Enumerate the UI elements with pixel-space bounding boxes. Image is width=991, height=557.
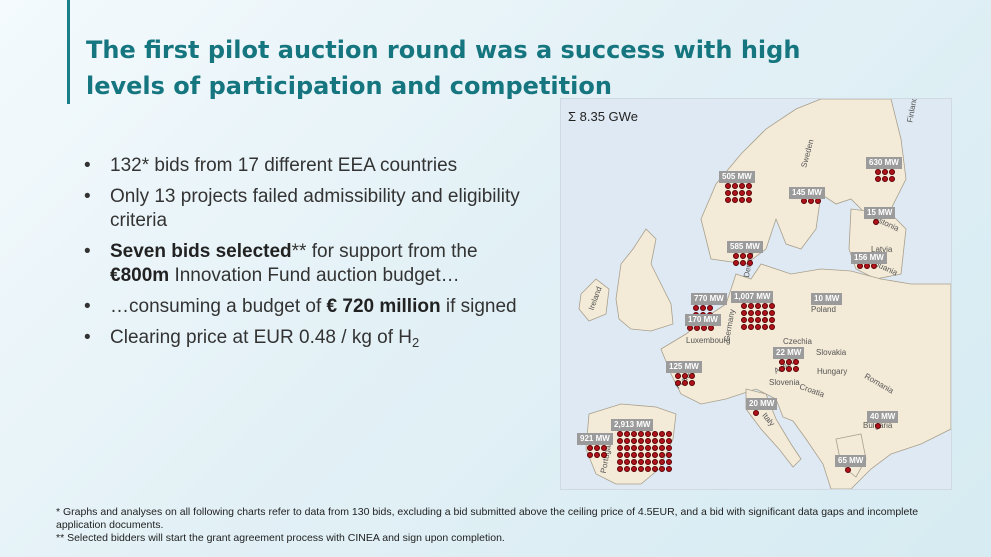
country-label-hungary: Hungary	[817, 367, 848, 376]
bullet-bold: € 720 million	[326, 296, 441, 317]
subscript: 2	[412, 335, 420, 350]
dots-estonia	[873, 219, 879, 225]
capacity-label-portugal: 921 MW	[577, 433, 613, 445]
capacity-label-belgium: 170 MW	[685, 314, 721, 326]
country-label-latvia: Latvia	[871, 245, 893, 254]
bullet-text: ** for support from the	[291, 241, 478, 262]
dots-denmark	[733, 253, 753, 266]
country-label-czechia: Czechia	[783, 337, 812, 346]
capacity-label-spain: 2,913 MW	[611, 419, 654, 431]
capacity-label-poland: 10 MW	[811, 293, 843, 305]
bullet-list: 132* bids from 17 different EEA countrie…	[84, 154, 534, 362]
slide-title: The first pilot auction round was a succ…	[86, 36, 801, 100]
capacity-label-netherlands: 770 MW	[691, 293, 727, 305]
dots-germany	[741, 303, 775, 330]
title-accent-line	[67, 0, 70, 104]
capacity-label-france: 125 MW	[666, 361, 702, 373]
dots-bulgaria	[875, 423, 881, 429]
europe-map: Σ 8.35 GWe Finland Sweden Estonia Latvia…	[560, 98, 952, 490]
country-label-slovenia: Slovenia	[769, 378, 800, 387]
bullet-item: Seven bids selected** for support from t…	[84, 240, 534, 288]
bullet-text: Only 13 projects failed admissibility an…	[110, 186, 520, 231]
country-label-poland: Poland	[811, 305, 836, 314]
bullet-item: Only 13 projects failed admissibility an…	[84, 185, 534, 233]
capacity-label-italy: 20 MW	[746, 398, 778, 410]
bullet-text: Clearing price at EUR 0.48 / kg of H	[110, 327, 413, 348]
capacity-label-germany: 1,007 MW	[731, 291, 774, 303]
bullet-bold: €800m	[110, 265, 170, 286]
capacity-label-austria: 22 MW	[773, 347, 805, 359]
footnote-two: ** Selected bidders will start the grant…	[56, 532, 505, 544]
capacity-label-finland: 630 MW	[866, 157, 902, 169]
dots-italy	[753, 410, 759, 416]
capacity-label-greece: 65 MW	[835, 455, 867, 467]
capacity-label-lithuania: 156 MW	[851, 252, 887, 264]
bullet-text: …consuming a budget of	[110, 296, 327, 317]
footnote-one: * Graphs and analyses on all following c…	[56, 506, 919, 531]
capacity-label-estonia: 15 MW	[864, 207, 896, 219]
bullet-item: Clearing price at EUR 0.48 / kg of H2	[84, 326, 534, 355]
dots-norway	[725, 183, 752, 203]
capacity-label-bulgaria: 40 MW	[867, 411, 899, 423]
bullet-text: 132* bids from 17 different EEA countrie…	[110, 155, 458, 176]
dots-france	[675, 373, 695, 386]
dots-austria	[779, 359, 799, 372]
capacity-label-denmark: 585 MW	[727, 241, 763, 253]
dots-greece	[845, 467, 851, 473]
bullet-bold: Seven bids selected	[110, 241, 292, 262]
bullet-item: …consuming a budget of € 720 million if …	[84, 295, 534, 319]
dots-spain	[617, 431, 672, 472]
bullet-text: Innovation Fund auction budget…	[169, 265, 460, 286]
country-label-slovakia: Slovakia	[816, 348, 847, 357]
bullet-item: 132* bids from 17 different EEA countrie…	[84, 154, 534, 178]
dots-finland	[875, 169, 895, 182]
country-label-luxembourg: Luxembourg	[686, 336, 731, 345]
dots-portugal	[587, 445, 607, 458]
capacity-label-norway: 505 MW	[719, 171, 755, 183]
bullet-text: if signed	[440, 296, 517, 317]
footnotes: * Graphs and analyses on all following c…	[56, 506, 936, 545]
total-capacity-label: Σ 8.35 GWe	[568, 109, 638, 124]
capacity-label-sweden: 145 MW	[789, 187, 825, 199]
